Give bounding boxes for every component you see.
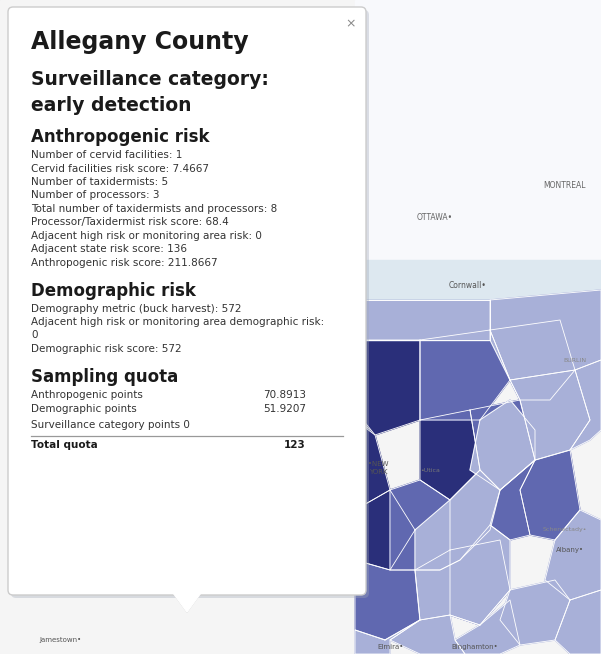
Polygon shape [545,510,601,600]
Text: Allegany County: Allegany County [31,30,249,54]
Polygon shape [520,450,580,540]
Polygon shape [490,290,601,380]
Text: OTTAWA•: OTTAWA• [417,213,453,222]
Polygon shape [570,360,601,450]
Text: 123: 123 [284,441,306,451]
Text: Number of cervid facilities: 1: Number of cervid facilities: 1 [31,150,182,160]
Text: Total quota: Total quota [31,441,98,451]
Text: early detection: early detection [31,96,192,115]
FancyBboxPatch shape [8,7,366,595]
Text: Demographic risk: Demographic risk [31,281,196,300]
Polygon shape [510,370,590,460]
Text: MONTREAL: MONTREAL [544,181,586,190]
Text: •Utica: •Utica [420,468,440,472]
Text: Surveillance category points 0: Surveillance category points 0 [31,419,190,430]
Polygon shape [500,580,570,645]
Text: Number of processors: 3: Number of processors: 3 [31,190,159,201]
Polygon shape [390,615,465,654]
FancyBboxPatch shape [11,10,369,598]
Text: Demographic risk score: 572: Demographic risk score: 572 [31,344,182,354]
Polygon shape [355,420,390,510]
Bar [355,0,601,300]
Bar [355,260,601,320]
Text: Binghamton•: Binghamton• [452,644,498,650]
Text: Adjacent state risk score: 136: Adjacent state risk score: 136 [31,245,187,254]
Polygon shape [390,480,450,570]
Polygon shape [415,470,500,570]
Polygon shape [415,525,510,625]
Polygon shape [490,460,535,540]
Polygon shape [355,560,420,640]
Text: Elmira•: Elmira• [377,644,403,650]
Text: Demography metric (buck harvest): 572: Demography metric (buck harvest): 572 [31,303,242,313]
Text: Demographic points: Demographic points [31,405,137,415]
Text: 70.8913: 70.8913 [263,390,306,400]
Text: Sampling quota: Sampling quota [31,368,178,385]
Text: Adjacent high risk or monitoring area risk: 0: Adjacent high risk or monitoring area ri… [31,231,262,241]
Text: Albany•: Albany• [556,547,584,553]
Text: 51.9207: 51.9207 [263,405,306,415]
Polygon shape [355,620,420,654]
Text: Jamestown•: Jamestown• [39,637,81,643]
Text: Adjacent high risk or monitoring area demographic risk:
0: Adjacent high risk or monitoring area de… [31,317,325,340]
Text: Schenectady•: Schenectady• [543,528,587,532]
Polygon shape [171,590,203,612]
Text: BURLIN: BURLIN [564,358,587,362]
Polygon shape [355,300,490,340]
Text: Cervid facilities risk score: 7.4667: Cervid facilities risk score: 7.4667 [31,164,209,173]
Polygon shape [450,540,510,625]
Polygon shape [420,410,480,500]
Text: ×: × [346,18,356,31]
Text: •NEW
YORK: •NEW YORK [368,462,388,475]
Text: Anthropogenic points: Anthropogenic points [31,390,143,400]
Text: Anthropogenic risk: Anthropogenic risk [31,128,210,146]
Text: Number of taxidermists: 5: Number of taxidermists: 5 [31,177,168,187]
Polygon shape [455,600,520,654]
Text: Processor/Taxidermist risk score: 68.4: Processor/Taxidermist risk score: 68.4 [31,218,229,228]
Text: Total number of taxidermists and processors: 8: Total number of taxidermists and process… [31,204,277,214]
Polygon shape [490,320,575,400]
Text: Anthropogenic risk score: 211.8667: Anthropogenic risk score: 211.8667 [31,258,218,268]
Polygon shape [355,300,490,340]
Polygon shape [555,590,601,654]
Polygon shape [470,400,535,490]
Polygon shape [420,330,510,420]
Polygon shape [355,340,420,435]
Polygon shape [470,400,535,490]
Polygon shape [355,490,415,570]
Text: Surveillance category:: Surveillance category: [31,70,269,89]
Text: Cornwall•: Cornwall• [449,281,487,290]
